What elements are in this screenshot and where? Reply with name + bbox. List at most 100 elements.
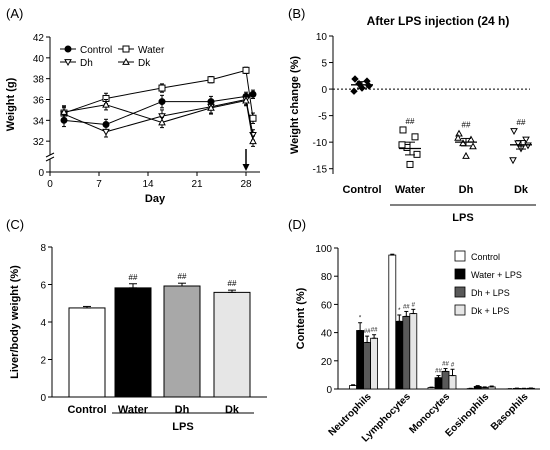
bar [402,315,411,390]
y-tick-label: 8 [40,243,46,254]
bar [409,313,418,390]
data-point [454,133,462,141]
data-point [467,135,475,143]
x-tick-label: Dk [225,404,240,416]
data-point [406,160,414,168]
y-tick-label: 6 [40,281,46,292]
significance-mark: ## [403,304,410,310]
data-point [207,103,215,111]
significance-mark: # [451,362,455,368]
y-tick-label: 0 [326,385,332,396]
y-tick-label: -10 [313,138,328,149]
data-point [363,77,371,85]
significance-mark: ## [406,117,415,126]
panel-c-liver-body-weight: (C) 0 2 4 6 8 Liver/body weight (%) Control ## Wa… [6,217,267,433]
data-point [158,118,166,126]
y-tick-label: 40 [33,54,45,65]
significance-mark: ## [129,273,138,282]
significance-mark: ## [517,118,526,127]
bar [356,330,365,390]
x-axis-label: Day [145,193,166,205]
data-point [249,137,257,145]
x-tick-label: Water [395,184,426,196]
significance-mark: * [398,308,401,314]
panel-label: (D) [288,217,306,232]
bar [349,385,358,390]
y-tick-label: 42 [33,33,45,44]
data-point [399,126,407,134]
y-axis-label: Weight change (%) [289,56,301,155]
data-point [522,136,530,144]
data-point [524,142,532,150]
legend-marker [64,59,72,67]
data-point [469,142,477,150]
bar [370,337,379,390]
bar [395,320,404,390]
data-point [351,75,359,83]
y-axis-label: Liver/body weight (%) [9,265,21,379]
series-line [63,93,254,126]
x-tick-label: 7 [96,179,102,190]
data-point [207,76,215,84]
x-tick-label: Basophils [489,391,531,433]
y-tick-label: 4 [40,318,46,329]
bar [434,377,443,390]
y-tick-label: 36 [33,96,45,107]
data-point [242,96,250,104]
y-tick-label: 10 [316,32,328,43]
panel-b-weight-change: (B) After LPS injection (24 h) 10 5 0 -5 -10 -1… [288,6,536,224]
x-tick-label: Dh [175,404,190,416]
data-point [411,133,419,141]
data-point [350,87,358,95]
data-point [60,107,68,115]
significance-mark: ## [462,121,471,130]
bar [163,285,201,398]
series-line [63,69,254,119]
legend-label: Water + LPS [471,270,522,280]
x-tick-label: 21 [191,179,203,190]
bar [388,254,397,390]
significance-mark: ## [364,329,371,335]
y-tick-label: -15 [313,165,328,176]
y-tick-label: 34 [33,116,45,127]
legend-marker [122,57,130,65]
legend-label: Dk [138,58,151,69]
arrow-head [242,164,250,171]
data-point [455,129,463,137]
x-tick-label: Control [342,184,381,196]
x-tick-label: Water [118,404,149,416]
data-point [158,113,166,121]
data-point [459,139,467,147]
y-tick-label: 60 [321,300,333,311]
x-tick-label: Dk [514,184,529,196]
y-tick-label: 40 [321,329,333,340]
legend-label: Dk + LPS [471,306,509,316]
bar [448,375,457,390]
panel-label: (A) [6,6,23,21]
y-tick-label: 0 [40,393,46,404]
x-tick-label: Control [67,404,106,416]
y-axis-break [45,152,55,158]
bar [213,291,251,398]
legend-swatch [454,250,466,262]
y-tick-label: 0 [321,85,327,96]
data-point [462,151,470,159]
data-point [242,66,250,74]
panel-label: (B) [288,6,305,21]
legend-label: Dh + LPS [471,288,510,298]
legend-swatch [454,268,466,280]
y-tick-label: 80 [321,272,333,283]
legend-swatch [454,286,466,298]
panel-a-weight-over-time: (A) 32 34 36 38 40 42 00 7 14 21 28 Day Weight (g) Con… [5,6,260,205]
significance-mark: ## [178,272,187,281]
data-point [510,128,518,136]
significance-mark: ## [442,362,449,368]
panel-label: (C) [6,217,24,232]
significance-mark: ## [371,328,378,334]
chart-title: After LPS injection (24 h) [367,14,510,28]
legend-label: Control [80,45,112,56]
data-point [398,141,406,149]
data-point [249,90,257,98]
bar [441,370,450,390]
